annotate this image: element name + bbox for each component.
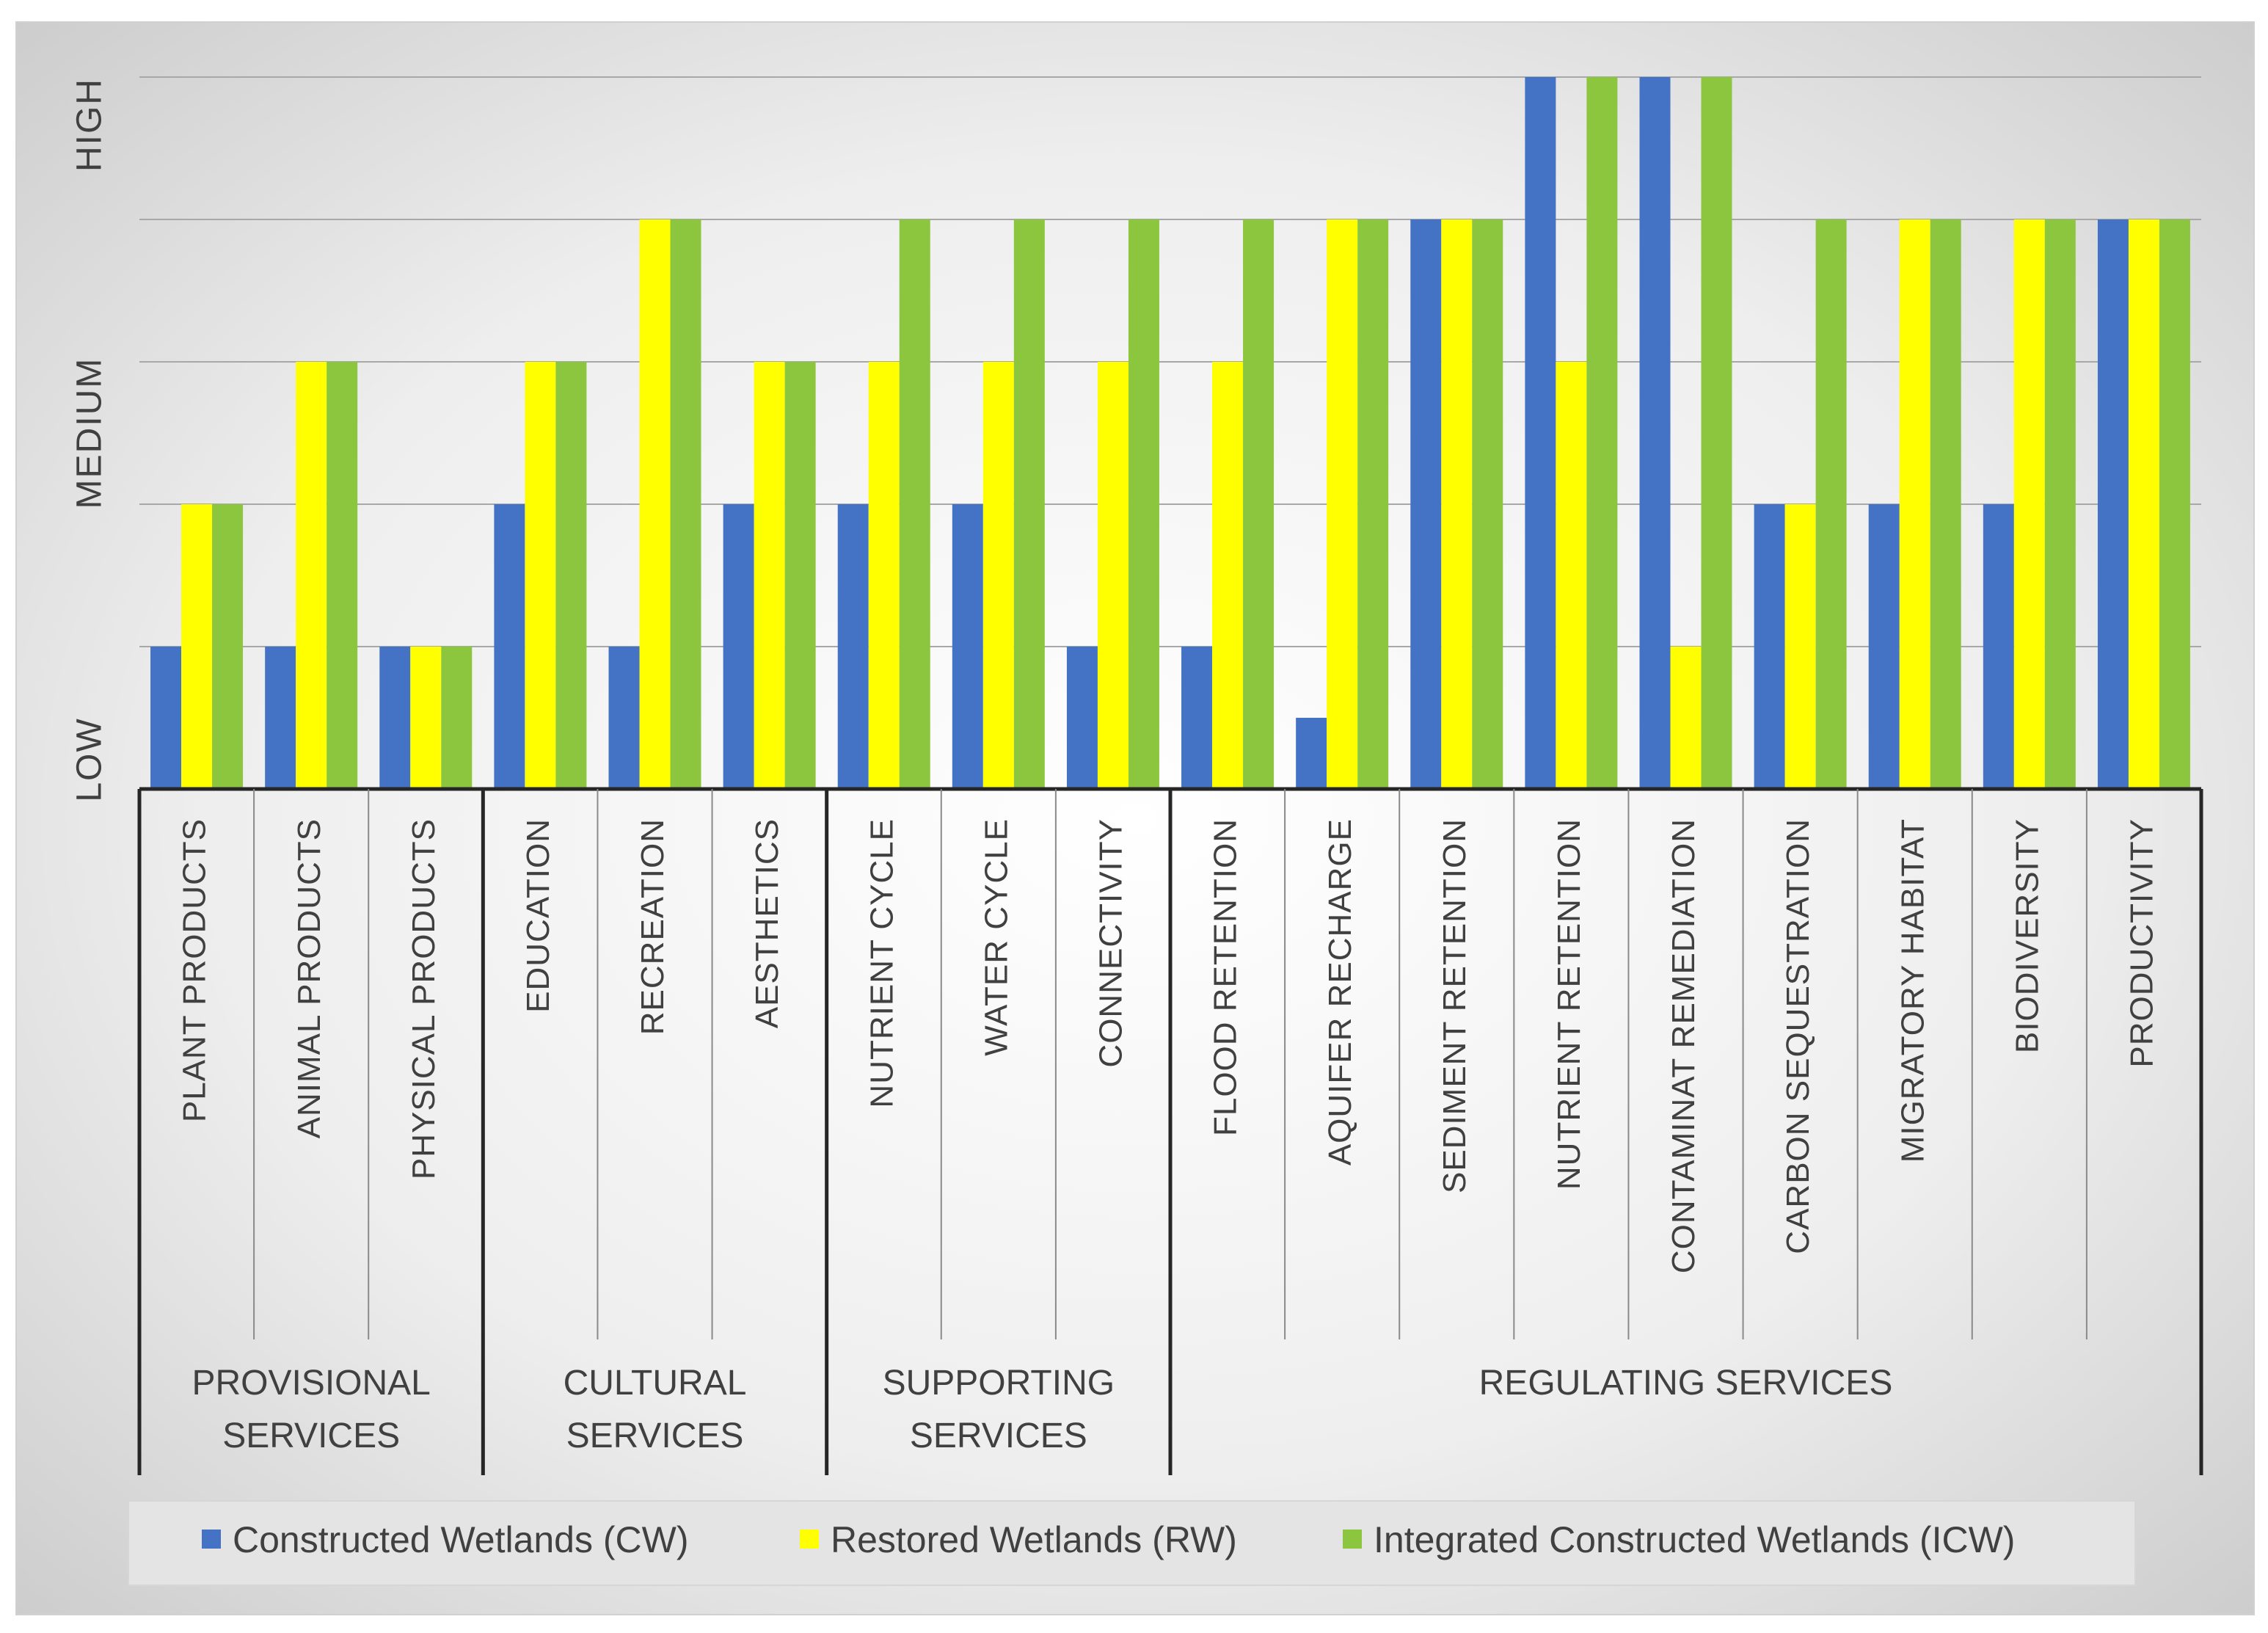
group-label: SERVICES xyxy=(566,1416,744,1455)
bar-icw-nutrient-cycle xyxy=(899,219,930,789)
bars xyxy=(150,77,2190,789)
category-label: CONTAMINAT REMEDIATION xyxy=(1666,818,1702,1273)
category-label: SEDIMENT RETENTION xyxy=(1437,818,1473,1193)
bar-icw-carbon-sequestration xyxy=(1815,219,1847,789)
legend-box xyxy=(128,1500,2136,1586)
bar-rw-nutrient-cycle xyxy=(868,362,900,789)
bar-cw-animal-products xyxy=(265,647,296,789)
bar-rw-nutrient-retention xyxy=(1556,362,1587,789)
bar-cw-physical-products xyxy=(379,647,411,789)
legend-label-cw: Constructed Wetlands (CW) xyxy=(233,1519,688,1560)
bar-rw-aesthetics xyxy=(754,362,785,789)
bar-cw-carbon-sequestration xyxy=(1754,504,1785,789)
bar-rw-animal-products xyxy=(296,362,327,789)
legend-label-rw: Restored Wetlands (RW) xyxy=(831,1519,1237,1560)
bar-icw-education xyxy=(555,362,587,789)
bar-rw-productivity xyxy=(2128,219,2159,789)
axis-frame xyxy=(137,787,2203,1475)
bar-icw-flood-retention xyxy=(1243,219,1275,789)
bar-icw-animal-products xyxy=(327,362,358,789)
bar-rw-water-cycle xyxy=(982,362,1014,789)
bar-icw-sediment-retention xyxy=(1472,219,1503,789)
legend-label-icw: Integrated Constructed Wetlands (ICW) xyxy=(1374,1519,2015,1560)
gridlines xyxy=(139,76,2201,647)
bar-icw-nutrient-retention xyxy=(1586,77,1618,789)
legend: Constructed Wetlands (CW) Restored Wetlan… xyxy=(128,1500,2136,1586)
group-label: SERVICES xyxy=(222,1416,400,1455)
bar-rw-physical-products xyxy=(410,647,442,789)
bar-rw-plant-products xyxy=(181,504,213,789)
bar-cw-aesthetics xyxy=(723,504,754,789)
y-tick-label: LOW xyxy=(70,717,109,801)
group-label: SUPPORTING xyxy=(883,1364,1115,1403)
bar-cw-migratory-habitat xyxy=(1868,504,1900,789)
y-axis-tick-labels: LOW MEDIUM HIGH xyxy=(70,78,109,802)
bar-cw-aquifer-recharge xyxy=(1296,718,1327,789)
bar-cw-water-cycle xyxy=(952,504,983,789)
category-labels: PLANT PRODUCTS ANIMAL PRODUCTS PHYSICAL PR… xyxy=(177,818,2160,1273)
bar-cw-plant-products xyxy=(150,647,182,789)
bar-rw-recreation xyxy=(639,219,671,789)
legend-swatch-rw xyxy=(800,1530,819,1549)
category-label: MIGRATORY HABITAT xyxy=(1895,818,1930,1163)
bar-icw-productivity xyxy=(2159,219,2190,789)
y-tick-label: HIGH xyxy=(70,78,109,172)
bar-cw-contaminat-remediation xyxy=(1639,77,1671,789)
bar-rw-carbon-sequestration xyxy=(1784,504,1816,789)
bar-rw-connectivity xyxy=(1097,362,1128,789)
bar-cw-biodiversity xyxy=(1983,504,2014,789)
category-label: PLANT PRODUCTS xyxy=(177,818,213,1122)
bar-icw-migratory-habitat xyxy=(1930,219,1961,789)
bar-cw-nutrient-cycle xyxy=(837,504,869,789)
bar-rw-sediment-retention xyxy=(1441,219,1473,789)
bar-icw-biodiversity xyxy=(2044,219,2076,789)
category-label: EDUCATION xyxy=(520,818,556,1013)
bar-rw-migratory-habitat xyxy=(1899,219,1930,789)
group-labels: PROVISIONAL SERVICES CULTURAL SERVICES SUPPO… xyxy=(192,1364,1892,1455)
category-label: PRODUCTIVITY xyxy=(2124,818,2160,1068)
group-label: SERVICES xyxy=(910,1416,1087,1455)
bar-rw-education xyxy=(525,362,556,789)
bar-icw-connectivity xyxy=(1128,219,1159,789)
bar-icw-water-cycle xyxy=(1013,219,1045,789)
category-label: NUTRIENT CYCLE xyxy=(864,818,900,1108)
category-label: AQUIFER RECHARGE xyxy=(1322,818,1358,1165)
bar-icw-aesthetics xyxy=(784,362,816,789)
bar-cw-education xyxy=(494,504,525,789)
bar-rw-flood-retention xyxy=(1212,362,1244,789)
bar-icw-plant-products xyxy=(212,504,244,789)
bar-cw-sediment-retention xyxy=(1410,219,1442,789)
bar-cw-recreation xyxy=(608,647,640,789)
category-label: FLOOD RETENTION xyxy=(1208,818,1244,1136)
group-label: CULTURAL xyxy=(564,1364,747,1403)
category-label: RECREATION xyxy=(635,818,671,1035)
legend-swatch-icw xyxy=(1343,1530,1362,1549)
category-label: ANIMAL PRODUCTS xyxy=(291,818,327,1138)
category-label: CONNECTIVITY xyxy=(1093,818,1129,1068)
category-label: BIODIVERSITY xyxy=(2009,818,2045,1053)
bar-rw-contaminat-remediation xyxy=(1670,647,1702,789)
category-label: AESTHETICS xyxy=(749,818,785,1028)
group-label: PROVISIONAL xyxy=(192,1364,430,1403)
bar-icw-contaminat-remediation xyxy=(1701,77,1732,789)
category-label: PHYSICAL PRODUCTS xyxy=(406,818,442,1179)
category-label: WATER CYCLE xyxy=(978,818,1014,1056)
bar-cw-nutrient-retention xyxy=(1525,77,1556,789)
legend-swatch-cw xyxy=(202,1530,221,1549)
bar-icw-recreation xyxy=(670,219,701,789)
bar-rw-aquifer-recharge xyxy=(1327,219,1358,789)
category-label: NUTRIENT RETENTION xyxy=(1551,818,1587,1190)
bar-cw-connectivity xyxy=(1066,647,1098,789)
bar-cw-flood-retention xyxy=(1181,647,1213,789)
category-label: CARBON SEQUESTRATION xyxy=(1780,818,1816,1254)
group-label: REGULATING SERVICES xyxy=(1479,1364,1893,1403)
bar-icw-aquifer-recharge xyxy=(1357,219,1389,789)
y-tick-label: MEDIUM xyxy=(70,357,109,509)
bar-icw-physical-products xyxy=(441,647,473,789)
bar-rw-biodiversity xyxy=(2013,219,2045,789)
bar-cw-productivity xyxy=(2097,219,2129,789)
